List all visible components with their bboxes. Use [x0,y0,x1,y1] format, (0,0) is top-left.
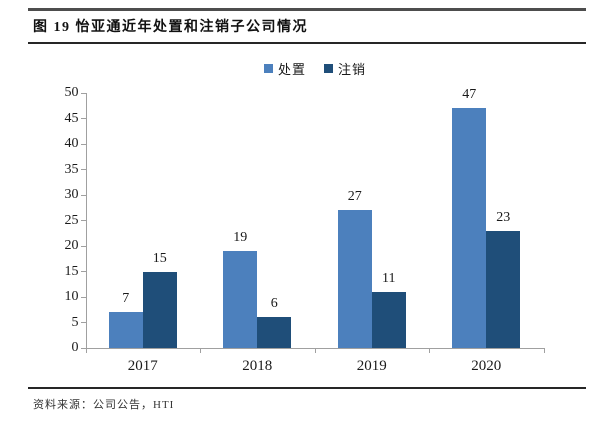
x-tick-label: 2017 [127,358,158,374]
legend-swatch-icon [324,63,333,73]
y-tick-label: 10 [64,289,79,304]
x-axis-tick [85,348,87,353]
bar-注销-2019 [371,291,406,348]
footer-rule [28,387,586,389]
y-tick-label: 45 [64,110,79,126]
y-axis-tick [80,296,86,298]
x-tick-label: 2020 [471,358,502,374]
bar-value-label: 47 [462,87,477,103]
y-tick-label: 0 [71,340,79,355]
bar-value-label: 11 [382,270,396,286]
y-axis-tick [80,271,86,272]
y-axis-tick [80,322,86,323]
y-axis-tick [80,194,86,196]
y-axis-tick [80,92,86,94]
top-rule [28,8,586,11]
bar-注销-2018 [257,317,292,348]
title-underline-rule [28,42,586,44]
x-axis-tick [200,348,201,353]
x-axis-tick [543,348,545,353]
legend-swatch-icon [263,63,273,73]
legend-label: 处置 [277,61,306,77]
y-axis-tick [80,245,86,247]
bar-注销-2017 [142,271,177,348]
y-axis-line [85,93,87,352]
legend-label: 注销 [338,61,367,77]
bar-注销-2020 [486,230,521,348]
y-tick-label: 50 [64,85,79,100]
y-tick-label: 15 [64,263,79,279]
y-axis-tick [80,347,86,349]
y-axis-tick [80,169,86,170]
bar-处置-2017 [108,312,143,348]
y-tick-label: 35 [64,161,79,177]
y-tick-label: 30 [64,187,79,202]
y-tick-label: 25 [64,212,79,228]
bar-value-label: 19 [233,230,248,246]
y-tick-label: 5 [71,314,79,330]
bar-value-label: 7 [122,291,130,307]
y-axis-tick [80,220,86,221]
bar-处置-2019 [337,210,372,348]
bar-处置-2020 [452,108,487,348]
bar-value-label: 27 [347,189,362,205]
source-note: 资料来源：公司公告，HTI [33,399,175,411]
x-tick-label: 2019 [356,358,387,374]
legend-item-0: 处置 [263,59,306,78]
y-axis-tick [80,143,86,145]
x-axis-tick [429,348,430,353]
x-tick-label: 2018 [242,358,273,374]
bar-value-label: 23 [496,209,511,225]
y-axis-tick [80,118,86,119]
x-axis-tick [314,348,316,353]
bar-处置-2018 [223,251,258,348]
bar-value-label: 15 [152,250,167,266]
bar-value-label: 6 [270,296,278,312]
figure-title: 图 19 怡亚通近年处置和注销子公司情况 [33,20,308,35]
legend-item-1: 注销 [324,59,366,78]
y-tick-label: 20 [64,238,79,253]
y-tick-label: 40 [64,136,79,151]
chart-legend: 处置 注销 [86,59,544,77]
